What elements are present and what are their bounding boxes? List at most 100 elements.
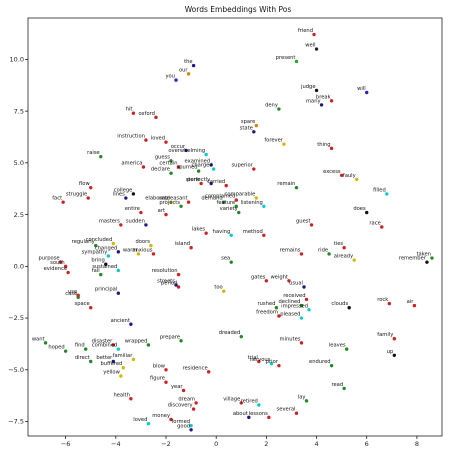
point-label: fact bbox=[52, 196, 62, 202]
point-label: yellow bbox=[103, 369, 120, 375]
data-point bbox=[307, 308, 311, 312]
data-point bbox=[176, 285, 181, 289]
data-point bbox=[257, 359, 261, 364]
data-point bbox=[329, 99, 334, 103]
point-label: demand bbox=[201, 196, 222, 202]
point-label: village bbox=[223, 396, 240, 402]
point-label: spurned bbox=[177, 165, 198, 171]
point-label: does bbox=[353, 206, 366, 212]
data-point bbox=[58, 260, 63, 264]
point-label: race bbox=[369, 221, 380, 227]
point-label: endured bbox=[309, 359, 331, 365]
data-point bbox=[131, 357, 136, 362]
point-label: minutes bbox=[279, 336, 300, 342]
data-point bbox=[247, 415, 251, 420]
point-label: charged bbox=[192, 163, 213, 169]
data-point bbox=[302, 285, 306, 289]
data-point bbox=[154, 115, 158, 120]
point-label: better bbox=[96, 355, 113, 361]
data-point bbox=[111, 359, 116, 364]
data-point bbox=[299, 316, 304, 320]
data-point bbox=[299, 252, 304, 256]
data-point bbox=[262, 233, 266, 237]
data-point bbox=[412, 303, 417, 308]
data-point bbox=[234, 204, 238, 209]
data-point bbox=[189, 245, 193, 250]
y-tick-label: −7.5 bbox=[8, 418, 24, 426]
point-label: loved bbox=[151, 136, 165, 142]
point-label: ancient bbox=[111, 318, 130, 324]
data-point bbox=[206, 370, 211, 374]
point-label: weight bbox=[270, 274, 288, 280]
data-point bbox=[139, 210, 143, 215]
data-point bbox=[61, 200, 65, 204]
point-label: fall bbox=[92, 268, 100, 274]
y-tick-label: 5.0 bbox=[14, 159, 24, 167]
y-tick-label: 10.0 bbox=[10, 56, 24, 64]
data-point bbox=[186, 72, 191, 76]
data-point bbox=[121, 366, 126, 370]
data-point bbox=[63, 349, 68, 353]
point-label: overwhelming bbox=[168, 148, 205, 154]
data-point bbox=[144, 138, 148, 142]
point-label: trial bbox=[248, 355, 258, 361]
point-label: usual bbox=[289, 281, 303, 287]
data-point bbox=[191, 63, 196, 68]
data-point bbox=[211, 167, 216, 171]
point-label: dreaded bbox=[219, 330, 240, 336]
data-point bbox=[204, 152, 208, 157]
data-point bbox=[299, 341, 304, 345]
y-tick-label: 0.0 bbox=[14, 263, 24, 271]
data-point bbox=[229, 233, 233, 237]
point-label: lessons bbox=[249, 411, 268, 417]
point-label: too bbox=[214, 285, 222, 291]
data-point bbox=[309, 223, 314, 227]
point-label: declined bbox=[278, 299, 300, 305]
point-label: remains bbox=[280, 247, 301, 253]
point-label: will bbox=[357, 86, 366, 92]
point-label: impressed bbox=[281, 303, 308, 309]
data-point bbox=[146, 343, 151, 347]
data-point bbox=[116, 250, 121, 254]
data-point bbox=[385, 192, 389, 196]
point-label: retired bbox=[241, 398, 258, 404]
point-label: air bbox=[407, 299, 415, 305]
plot-frame bbox=[27, 17, 443, 437]
data-point bbox=[262, 204, 266, 209]
data-point bbox=[282, 142, 286, 146]
data-point bbox=[327, 252, 331, 256]
data-point bbox=[319, 103, 324, 107]
data-point bbox=[131, 192, 136, 196]
data-point bbox=[277, 314, 281, 318]
data-point bbox=[119, 374, 123, 378]
point-label: purpose bbox=[39, 256, 60, 262]
point-label: wrapped bbox=[125, 338, 148, 344]
data-point bbox=[392, 337, 397, 341]
point-label: bring bbox=[91, 258, 104, 264]
data-point bbox=[124, 196, 128, 200]
point-label: sympathy bbox=[82, 249, 108, 255]
data-point bbox=[89, 306, 93, 310]
data-point bbox=[116, 268, 121, 273]
data-point bbox=[116, 347, 121, 351]
point-label: prior bbox=[266, 359, 279, 365]
data-point bbox=[222, 289, 226, 293]
x-tick-label: 6 bbox=[365, 440, 369, 448]
point-label: island bbox=[175, 241, 190, 247]
data-point bbox=[181, 388, 186, 393]
point-label: figure bbox=[150, 376, 165, 382]
data-point bbox=[151, 252, 156, 256]
data-point bbox=[164, 140, 168, 144]
point-label: hit bbox=[126, 107, 133, 113]
data-point bbox=[196, 169, 201, 173]
data-point bbox=[277, 363, 281, 368]
point-label: listening bbox=[241, 200, 263, 206]
point-label: declare bbox=[151, 167, 170, 173]
data-point bbox=[199, 181, 203, 186]
point-label: many bbox=[306, 98, 321, 104]
x-tick-label: −2 bbox=[161, 440, 171, 448]
data-point bbox=[94, 243, 98, 248]
data-point bbox=[169, 417, 173, 422]
data-point bbox=[176, 272, 181, 277]
